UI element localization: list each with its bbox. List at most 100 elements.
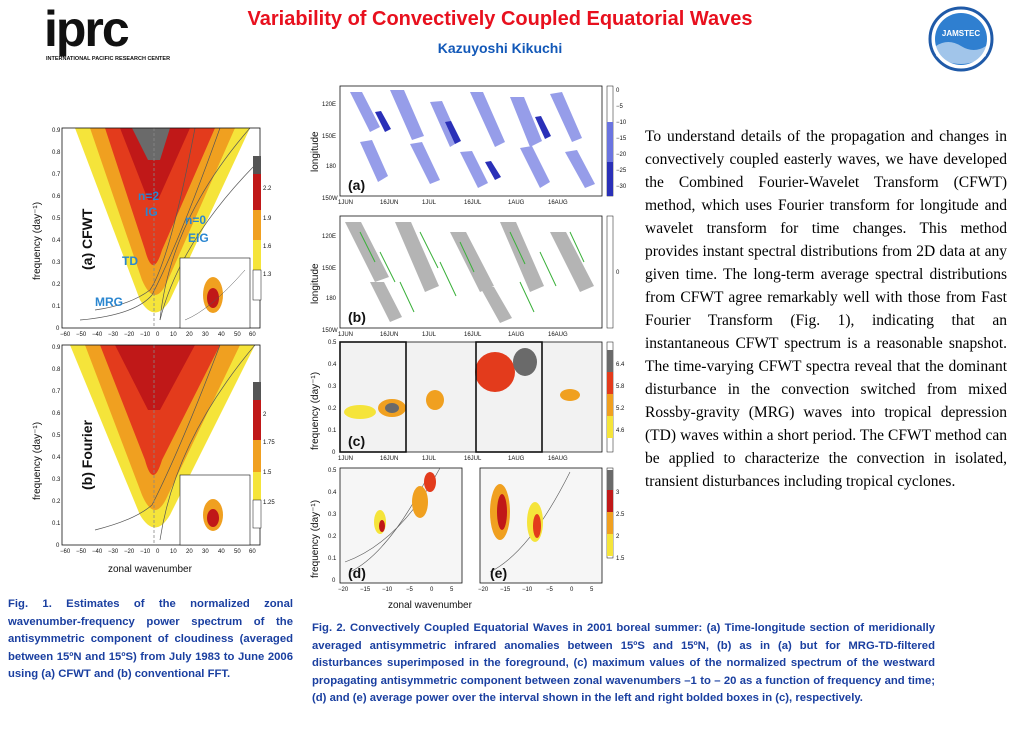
page-title: Variability of Convectively Coupled Equa…: [247, 8, 753, 30]
svg-text:1.9: 1.9: [263, 216, 272, 222]
svg-text:0.7: 0.7: [52, 172, 61, 178]
svg-text:5: 5: [450, 587, 454, 593]
svg-text:−10: −10: [382, 587, 393, 593]
iprc-logo-subtitle: INTERNATIONAL PACIFIC RESEARCH CENTER: [46, 56, 171, 62]
svg-text:30: 30: [202, 332, 209, 338]
svg-text:1JUL: 1JUL: [422, 456, 437, 462]
svg-text:16JUN: 16JUN: [380, 456, 398, 462]
svg-text:0.8: 0.8: [52, 150, 61, 156]
svg-text:150E: 150E: [322, 134, 336, 140]
svg-text:0.1: 0.1: [52, 521, 61, 527]
fig2-panel-a: (a): [339, 85, 614, 197]
fig2-panel-d: (d): [339, 467, 463, 584]
svg-text:40: 40: [218, 549, 225, 555]
svg-text:0: 0: [332, 578, 336, 584]
svg-text:0.1: 0.1: [52, 304, 61, 310]
svg-text:−60: −60: [60, 549, 71, 555]
fig1-panel-a: [62, 128, 260, 328]
svg-text:0: 0: [156, 549, 160, 555]
svg-text:0.2: 0.2: [328, 534, 337, 540]
svg-text:6.4: 6.4: [616, 362, 625, 368]
svg-text:−30: −30: [108, 549, 119, 555]
body-paragraph: To understand details of the propagation…: [645, 128, 1007, 490]
fig2-longitude-label-b: longitude: [310, 263, 321, 304]
svg-text:16JUL: 16JUL: [464, 456, 482, 462]
svg-text:−10: −10: [616, 120, 627, 126]
svg-text:−20: −20: [338, 587, 349, 593]
fig2-panel-e: (e) 3 2.5 2 1.5: [479, 467, 625, 584]
svg-text:−10: −10: [140, 332, 151, 338]
svg-text:0.8: 0.8: [52, 367, 61, 373]
svg-text:16JUL: 16JUL: [464, 200, 482, 206]
svg-text:−30: −30: [108, 332, 119, 338]
svg-text:50: 50: [234, 549, 241, 555]
svg-text:−15: −15: [360, 587, 371, 593]
svg-text:0.3: 0.3: [52, 260, 61, 266]
svg-text:−50: −50: [76, 549, 87, 555]
jamstec-logo: JAMSTEC: [928, 6, 994, 72]
svg-text:2.5: 2.5: [616, 512, 625, 518]
svg-text:50: 50: [234, 332, 241, 338]
svg-text:−10: −10: [140, 549, 151, 555]
iprc-logo: iprc INTERNATIONAL PACIFIC RESEARCH CENT…: [40, 1, 171, 64]
fig1-ylabel-b: frequency (day⁻¹): [32, 422, 43, 500]
fig2-label-e: (e): [490, 565, 507, 581]
svg-text:0.1: 0.1: [328, 556, 337, 562]
svg-text:−5: −5: [616, 104, 624, 110]
svg-text:−15: −15: [616, 136, 627, 142]
svg-text:20: 20: [186, 549, 193, 555]
svg-text:−40: −40: [92, 549, 103, 555]
label-n0: n=0: [185, 213, 206, 227]
svg-text:60: 60: [249, 549, 256, 555]
svg-text:0: 0: [616, 88, 620, 94]
svg-text:2.2: 2.2: [263, 186, 272, 192]
figure-2-caption: Fig. 2. Convectively Coupled Equatorial …: [312, 622, 935, 705]
svg-text:20: 20: [186, 332, 193, 338]
fig2-label-a: (a): [348, 177, 365, 193]
svg-text:30: 30: [202, 549, 209, 555]
svg-text:1JUN: 1JUN: [338, 332, 353, 338]
iprc-logo-text: iprc: [44, 1, 130, 57]
svg-text:0.2: 0.2: [328, 406, 337, 412]
svg-text:−50: −50: [76, 332, 87, 338]
label-eig: EIG: [188, 231, 209, 245]
svg-text:0.2: 0.2: [52, 282, 61, 288]
svg-text:0.7: 0.7: [52, 389, 61, 395]
svg-text:16JUN: 16JUN: [380, 200, 398, 206]
svg-text:1JUL: 1JUL: [422, 200, 437, 206]
svg-text:0: 0: [156, 332, 160, 338]
svg-text:−40: −40: [92, 332, 103, 338]
svg-text:180: 180: [326, 164, 337, 170]
svg-text:0.9: 0.9: [52, 345, 61, 351]
svg-text:0.4: 0.4: [52, 455, 61, 461]
svg-text:0.5: 0.5: [328, 468, 337, 474]
svg-text:1JUN: 1JUN: [338, 456, 353, 462]
fig1-xticks-a: −60 −50 −40 −30 −20 −10 0 10 20 30 40 50…: [60, 332, 256, 338]
svg-text:4.6: 4.6: [616, 428, 625, 434]
svg-text:40: 40: [218, 332, 225, 338]
label-td: TD: [122, 254, 138, 268]
svg-text:10: 10: [170, 332, 177, 338]
svg-text:0.3: 0.3: [328, 512, 337, 518]
fig2-label-b: (b): [348, 309, 366, 325]
svg-text:−25: −25: [616, 168, 627, 174]
svg-text:16JUL: 16JUL: [464, 332, 482, 338]
figure-2: (a) (b) longitude longitude 120E 150E 18…: [310, 85, 627, 611]
svg-text:1AUG: 1AUG: [508, 200, 525, 206]
svg-text:0.4: 0.4: [328, 490, 337, 496]
svg-text:5.2: 5.2: [616, 406, 625, 412]
svg-text:−10: −10: [522, 587, 533, 593]
fig2-freq-label-c: frequency (day⁻¹): [310, 372, 321, 450]
svg-text:150E: 150E: [322, 266, 336, 272]
fig1-panel-b: [62, 345, 260, 545]
svg-text:−20: −20: [124, 332, 135, 338]
svg-text:16AUG: 16AUG: [548, 332, 568, 338]
svg-text:5.8: 5.8: [616, 384, 625, 390]
svg-text:60: 60: [249, 332, 256, 338]
fig2-xlabel: zonal wavenumber: [388, 600, 473, 611]
fig2-freq-label-d: frequency (day⁻¹): [310, 500, 321, 578]
svg-text:0: 0: [430, 587, 434, 593]
svg-text:0: 0: [570, 587, 574, 593]
svg-text:2: 2: [263, 412, 267, 418]
svg-text:0.6: 0.6: [52, 194, 61, 200]
